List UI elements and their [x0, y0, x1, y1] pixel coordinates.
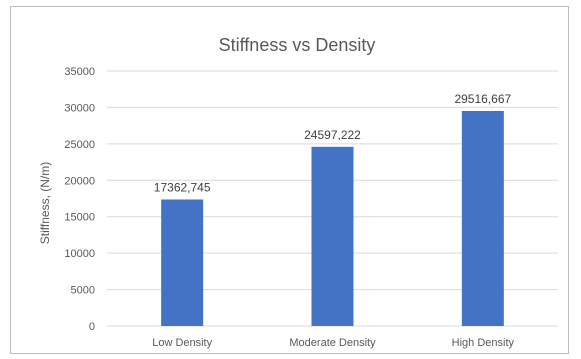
x-tick-label: Low Density	[152, 337, 212, 349]
data-labels: 17362,745 24597,222 29516,667	[154, 92, 512, 195]
bar	[461, 110, 504, 326]
y-tick-label: 30000	[64, 102, 95, 114]
y-axis-ticks: 0 5000 10000 15000 20000 25000 30000 35000	[64, 66, 95, 333]
bar	[161, 199, 204, 326]
y-tick-label: 0	[89, 321, 95, 333]
bar-chart: Stiffness vs Density Stiffness, (N/m) 0 5…	[38, 35, 558, 349]
bar	[311, 146, 354, 326]
x-tick-label: High Density	[452, 337, 515, 349]
y-tick-label: 20000	[64, 175, 95, 187]
y-tick-label: 15000	[64, 212, 95, 224]
y-axis-title: Stiffness, (N/m)	[38, 162, 52, 244]
y-tick-label: 5000	[71, 285, 95, 297]
chart-title: Stiffness vs Density	[219, 35, 376, 55]
x-axis-ticks: Low Density Moderate Density High Density	[152, 337, 514, 349]
x-tick-label: Moderate Density	[289, 337, 376, 349]
data-label: 24597,222	[304, 128, 361, 142]
bars	[161, 110, 504, 326]
chart-frame: Stiffness vs Density Stiffness, (N/m) 0 5…	[10, 6, 569, 354]
data-label: 17362,745	[154, 181, 211, 195]
y-tick-label: 25000	[64, 139, 95, 151]
data-label: 29516,667	[454, 92, 511, 106]
y-tick-label: 35000	[64, 66, 95, 78]
y-tick-label: 10000	[64, 248, 95, 260]
